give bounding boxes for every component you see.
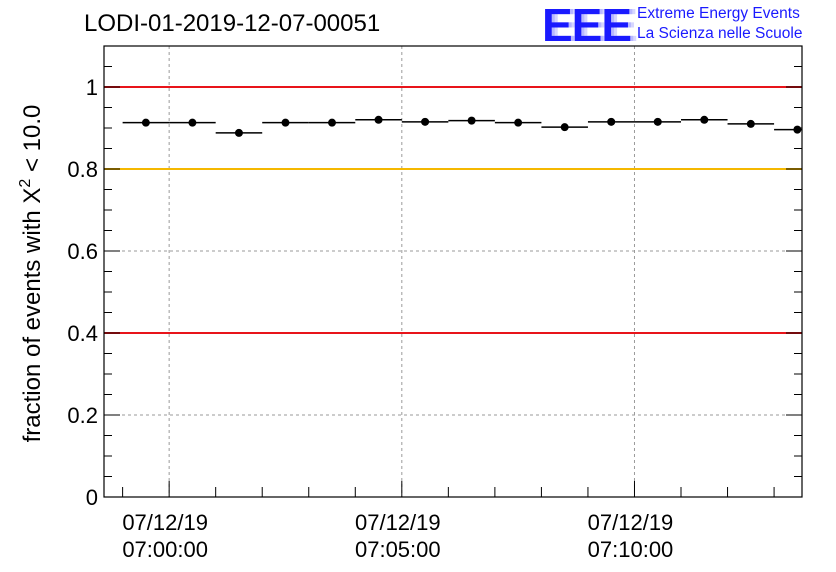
data-point [746, 119, 755, 128]
y-axis-title-superscript: 2 [17, 179, 34, 188]
data-point [374, 115, 383, 124]
plot-frame [103, 45, 803, 498]
data-point [141, 118, 150, 127]
y-axis-title: fraction of events with Χ2 < 10.0 [17, 105, 46, 443]
data-point [467, 116, 476, 125]
x-tick-time-label: 07:05:00 [355, 537, 441, 562]
y-tick-label: 1 [86, 75, 98, 100]
data-point [793, 125, 802, 134]
data-point [281, 118, 290, 127]
y-axis-title-tail: < 10.0 [19, 105, 46, 179]
y-tick-label: 0.6 [67, 239, 98, 264]
data-point [328, 118, 337, 127]
x-tick-date-label: 07/12/19 [588, 510, 674, 535]
run-title: LODI-01-2019-12-07-00051 [84, 10, 381, 37]
data-point [607, 117, 616, 126]
data-point [188, 118, 197, 127]
eee-logo-line-2: La Scienza nelle Scuole [637, 25, 803, 42]
y-tick-label: 0.8 [67, 157, 98, 182]
x-tick-time-label: 07:10:00 [588, 537, 674, 562]
data-point [653, 117, 662, 126]
x-tick-date-label: 07/12/19 [355, 510, 441, 535]
y-tick-label: 0.2 [67, 403, 98, 428]
x-tick-time-label: 07:00:00 [122, 537, 208, 562]
data-point [700, 115, 709, 124]
data-point [560, 123, 569, 132]
eee-logo-mark: EEE [542, 0, 632, 51]
y-tick-label: 0 [86, 485, 98, 510]
data-point [514, 118, 523, 127]
eee-logo-line-1: Extreme Energy Events [637, 5, 800, 22]
eee-logo: EEE Extreme Energy Events La Scienza nel… [542, 0, 832, 51]
y-axis-title-main: fraction of events with Χ [19, 188, 46, 443]
data-point [421, 117, 430, 126]
x-tick-date-label: 07/12/19 [122, 510, 208, 535]
y-tick-label: 0.4 [67, 321, 98, 346]
data-point [234, 128, 243, 137]
